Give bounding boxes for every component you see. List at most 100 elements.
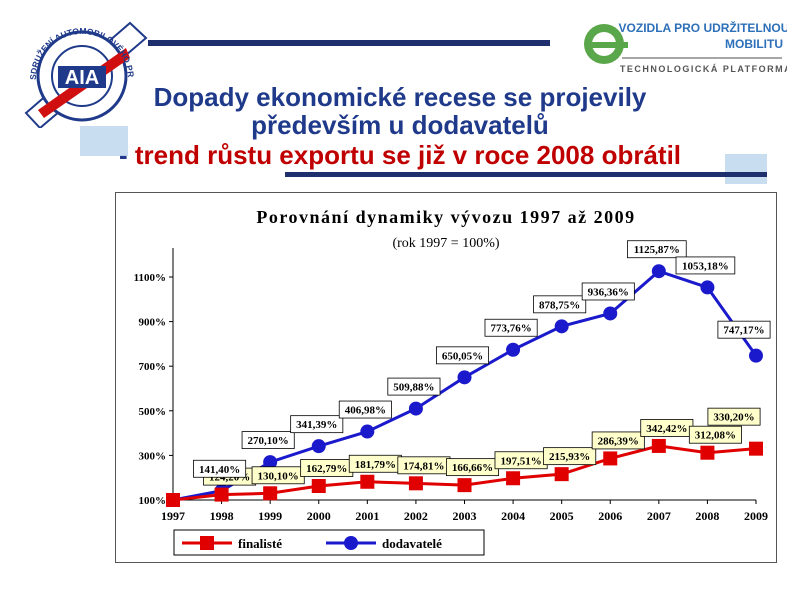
data-label-finaliste: 181,79% [348,454,402,473]
data-label-text: 341,39% [296,419,337,431]
slide-title-line2: především u dodavatelů [251,110,549,140]
point-finaliste [603,451,618,466]
point-finaliste [651,438,666,453]
x-tick-label: 2007 [647,509,671,523]
point-finaliste [506,471,521,486]
data-label-box [627,240,687,259]
chart-frame: Porovnání dynamiky vývozu 1997 až 2009 (… [115,192,777,563]
legend-label-finaliste: finalisté [238,536,282,551]
data-label-text: 330,20% [713,412,754,424]
point-dodavatele [700,280,715,295]
title-dash: - [118,140,135,170]
x-tick-label: 1997 [161,509,185,523]
point-finaliste [263,486,278,501]
data-label-finaliste: 197,51% [494,451,548,470]
x-tick-label: 2000 [307,509,331,523]
export-dynamics-chart: Porovnání dynamiky vývozu 1997 až 2009 (… [134,207,771,556]
point-finaliste [457,478,472,493]
data-label-text: 1053,18% [682,260,729,272]
data-label-text: 215,93% [549,451,590,463]
x-tick-label: 2006 [598,509,622,523]
data-label-dodavatele: 341,39% [290,415,344,434]
legend-marker-dodavatele [344,536,358,550]
data-label-text: 650,05% [442,350,483,362]
point-dodavatele [457,370,472,385]
x-tick-label: 2005 [550,509,574,523]
data-label-finaliste: 162,79% [300,459,354,477]
data-label-box [290,415,344,434]
y-tick-label: 900% [139,317,167,329]
point-dodavatele [408,401,423,416]
data-label-dodavatele: 141,40% [193,459,247,478]
data-label-finaliste: 166,66% [445,458,499,477]
point-dodavatele [651,264,666,279]
decor-bar-under-title [285,172,767,177]
data-label-text: 878,75% [539,299,580,311]
point-dodavatele [311,439,326,454]
legend-label-dodavatele: dodavatelé [382,536,442,551]
data-label-finaliste: 330,20% [707,407,761,426]
x-tick-label: 2004 [501,509,525,523]
decor-block-left [80,126,128,156]
data-label-dodavatele: 509,88% [387,377,441,396]
data-label-dodavatele: 936,36% [581,282,635,301]
data-label-text: 197,51% [500,455,541,467]
data-label-text: 509,88% [393,382,434,394]
point-finaliste [214,487,229,502]
x-tick-label: 2001 [355,509,379,523]
data-label-text: 130,10% [258,470,299,482]
data-label-box [707,407,761,426]
point-dodavatele [263,455,278,470]
point-dodavatele [554,319,569,334]
platform-logo-line1: VOZIDLA PRO UDRŽITELNOU [619,20,787,35]
data-label-finaliste: 130,10% [251,466,305,485]
data-label-text: 936,36% [588,286,629,298]
data-label-dodavatele: 1053,18% [675,256,736,275]
data-label-text: 141,40% [199,464,240,476]
aia-logo: SDRUŽENÍ AUTOMOBILOVÉHO PRŮMYSLU AIA [18,18,148,128]
data-label-box [543,447,597,466]
legend-marker-finaliste [200,536,214,550]
data-label-text: 162,79% [306,463,347,475]
data-label-dodavatele: 1125,87% [627,240,687,259]
point-finaliste [360,474,375,489]
data-label-dodavatele: 878,75% [533,295,587,314]
data-label-text: 1125,87% [634,244,680,256]
data-label-box [338,400,392,419]
data-label-finaliste: 342,42% [640,419,694,437]
slide-title-line1: Dopady ekonomické recese se projevily [153,82,647,112]
data-label-box [435,346,489,365]
data-label-text: 747,17% [723,325,764,337]
x-tick-label: 2003 [453,509,477,523]
chart-title: Porovnání dynamiky vývozu 1997 až 2009 [256,207,635,227]
platform-logo-line3: TECHNOLOGICKÁ PLATFORMA [620,64,787,74]
y-tick-label: 1100% [134,272,166,284]
data-label-box [484,318,538,337]
point-finaliste [166,493,180,507]
aia-abbr: AIA [65,67,99,89]
point-finaliste [408,476,423,491]
point-finaliste [749,441,763,456]
data-label-text: 270,10% [248,435,289,447]
point-dodavatele [749,348,763,363]
data-label-finaliste: 312,08% [688,425,742,444]
data-label-box [533,295,587,314]
x-tick-label: 2002 [404,509,428,523]
point-finaliste [700,445,715,460]
y-tick-label: 500% [139,406,167,418]
data-label-box [193,459,247,478]
data-label-dodavatele: 747,17% [717,320,771,339]
data-label-box [581,282,635,301]
point-finaliste [311,478,326,493]
point-dodavatele [360,424,375,439]
decor-bar-top [148,40,550,46]
platform-logo: VOZIDLA PRO UDRŽITELNOU MOBILITU TECHNOL… [584,20,787,74]
y-tick-label: 100% [139,495,167,507]
y-tick-label: 300% [139,450,167,462]
data-label-text: 166,66% [452,462,493,474]
data-label-text: 181,79% [355,459,396,471]
decor-block-right [725,154,767,184]
data-label-text: 286,39% [598,435,639,447]
point-dodavatele [603,306,618,321]
data-label-dodavatele: 650,05% [435,346,489,365]
